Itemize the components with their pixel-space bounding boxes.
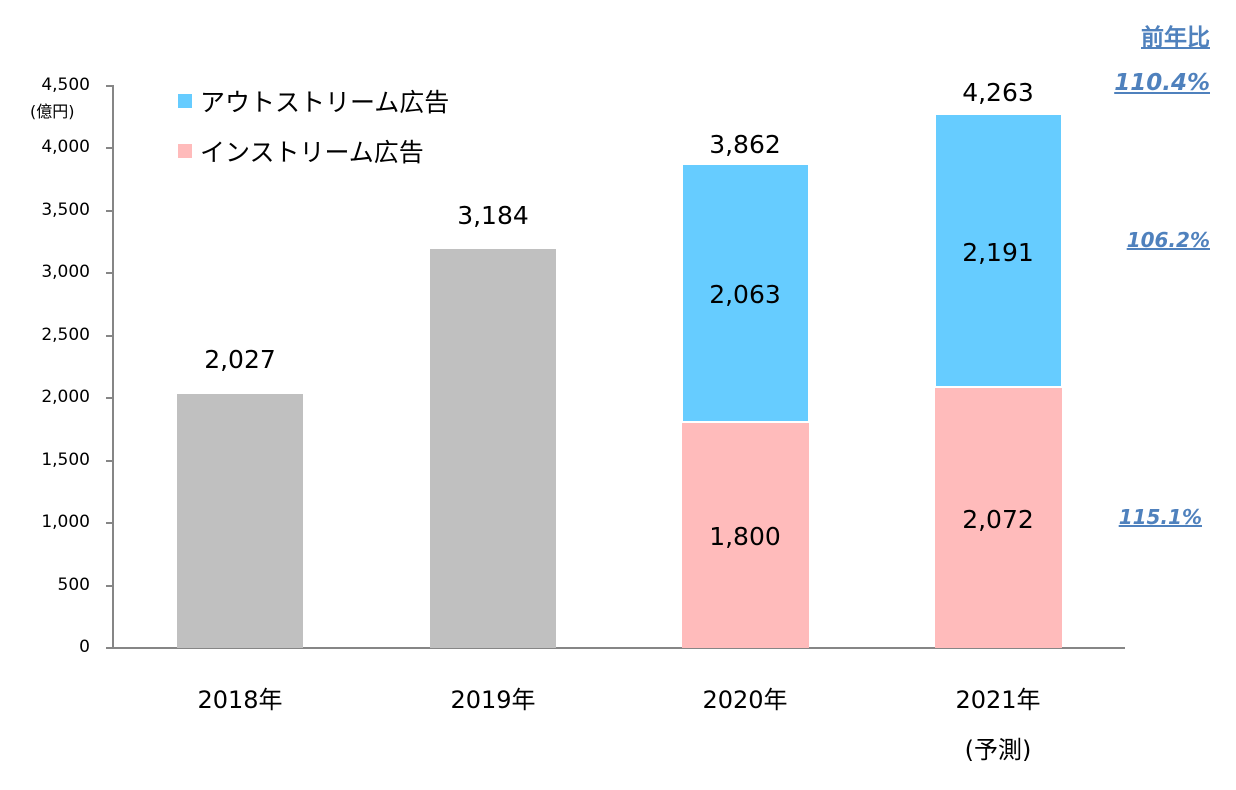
y-axis-line xyxy=(112,85,114,649)
x-label-2020: 2020年 xyxy=(702,686,788,714)
bar-total-label-2020: 3,862 xyxy=(709,130,781,159)
y-tick-label-0: 0 xyxy=(79,637,90,657)
bar-2021-outstream xyxy=(936,115,1061,386)
bar-total-label-2019: 3,184 xyxy=(457,201,529,230)
bar-instream-label-2021: 2,072 xyxy=(962,505,1034,534)
x-label-2018: 2018年 xyxy=(197,686,283,714)
legend-swatch-outstream xyxy=(178,94,192,108)
bar-instream-label-2020: 1,800 xyxy=(709,522,781,551)
bar-outstream-label-2021: 2,191 xyxy=(962,238,1034,267)
bar-2019 xyxy=(430,249,556,648)
y-tick-mark xyxy=(106,85,113,87)
yoy-header: 前年比 xyxy=(1141,25,1210,51)
x-label-2021: 2021年 xyxy=(955,686,1041,714)
bar-total-label-2021: 4,263 xyxy=(962,78,1034,107)
bar-2020-outstream xyxy=(683,165,808,421)
y-tick-mark xyxy=(106,522,113,524)
bar-total-label-2018: 2,027 xyxy=(204,345,276,374)
y-tick-mark xyxy=(106,147,113,149)
yoy-outstream: 106.2% xyxy=(1126,228,1210,252)
legend-item-instream: インストリーム広告 xyxy=(178,133,424,169)
yoy-instream: 115.1% xyxy=(1118,505,1202,529)
yoy-total: 110.4% xyxy=(1114,70,1210,96)
y-tick-label-1500: 1,500 xyxy=(41,450,90,470)
y-tick-mark xyxy=(106,272,113,274)
y-tick-label-2500: 2,500 xyxy=(41,325,90,345)
legend-item-outstream: アウトストリーム広告 xyxy=(178,83,449,119)
x-label-2019: 2019年 xyxy=(450,686,536,714)
y-tick-mark xyxy=(106,460,113,462)
bar-2018 xyxy=(177,394,303,648)
bar-2020-instream xyxy=(682,423,809,648)
y-tick-label-3000: 3,000 xyxy=(41,262,90,282)
bar-2021-instream xyxy=(935,388,1062,648)
y-tick-label-500: 500 xyxy=(57,575,90,595)
y-tick-label-4000: 4,000 xyxy=(41,137,90,157)
y-tick-label-1000: 1,000 xyxy=(41,512,90,532)
x-axis-line xyxy=(106,647,1125,649)
y-tick-label-3500: 3,500 xyxy=(41,200,90,220)
y-tick-mark xyxy=(106,335,113,337)
bar-outstream-label-2020: 2,063 xyxy=(709,280,781,309)
legend-label-instream: インストリーム広告 xyxy=(200,138,424,167)
y-tick-label-2000: 2,000 xyxy=(41,387,90,407)
legend-swatch-instream xyxy=(178,144,192,158)
legend-label-outstream: アウトストリーム広告 xyxy=(200,88,450,117)
y-tick-mark xyxy=(106,210,113,212)
y-tick-mark xyxy=(106,397,113,399)
y-tick-label-4500: 4,500 xyxy=(41,75,90,95)
y-tick-mark xyxy=(106,585,113,587)
y-axis-unit: (億円) xyxy=(30,102,75,121)
x-sublabel-2021: (予測) xyxy=(964,736,1032,764)
